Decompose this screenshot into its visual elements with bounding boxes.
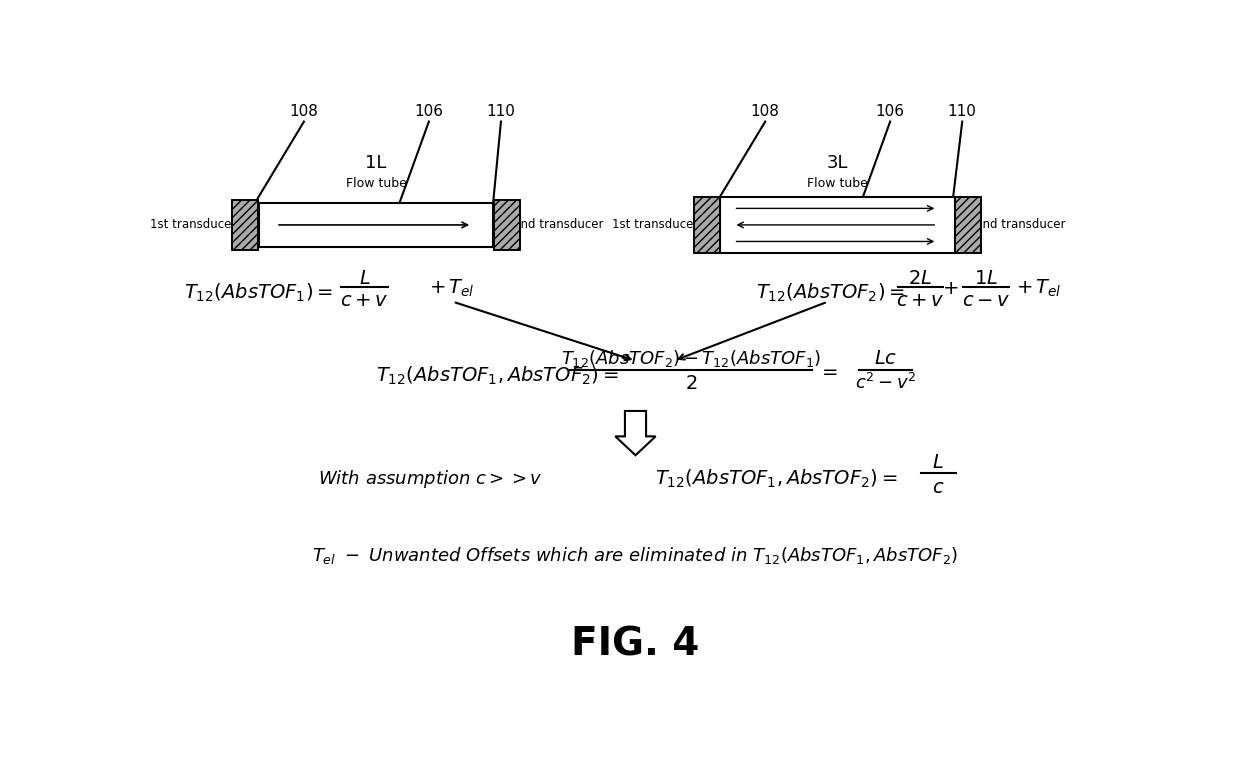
Text: 3L: 3L xyxy=(827,154,848,172)
Text: $L$: $L$ xyxy=(358,268,371,288)
Text: 2nd transducer: 2nd transducer xyxy=(513,219,604,232)
Text: $=$: $=$ xyxy=(817,361,838,380)
Bar xyxy=(693,197,719,253)
Text: $c^2-v^2$: $c^2-v^2$ xyxy=(854,374,916,393)
Text: 1st transducer: 1st transducer xyxy=(611,219,698,232)
Text: 1st transducer: 1st transducer xyxy=(150,219,237,232)
Bar xyxy=(494,200,520,250)
Text: Flow tube: Flow tube xyxy=(346,177,407,190)
Text: $2$: $2$ xyxy=(684,374,697,393)
Text: 106: 106 xyxy=(875,104,905,119)
Text: $\mathit{With\ assumption}\ c>>v$: $\mathit{With\ assumption}\ c>>v$ xyxy=(319,468,543,490)
Text: $T_{12}(AbsTOF_2)=$: $T_{12}(AbsTOF_2)=$ xyxy=(755,281,904,304)
Text: $T_{12}(AbsTOF_1)=$: $T_{12}(AbsTOF_1)=$ xyxy=(184,281,332,304)
Text: 108: 108 xyxy=(750,104,780,119)
Text: $T_{12}(AbsTOF_1,AbsTOF_2)=$: $T_{12}(AbsTOF_1,AbsTOF_2)=$ xyxy=(655,468,897,490)
Text: $1L$: $1L$ xyxy=(975,268,998,288)
Text: $Lc$: $Lc$ xyxy=(874,350,897,368)
Text: $c-v$: $c-v$ xyxy=(962,291,1011,310)
Bar xyxy=(720,197,955,253)
Bar xyxy=(232,200,258,250)
Text: 108: 108 xyxy=(289,104,319,119)
Text: 110: 110 xyxy=(486,104,516,119)
Text: FIG. 4: FIG. 4 xyxy=(572,625,699,663)
Text: 2nd transducer: 2nd transducer xyxy=(975,219,1065,232)
Bar xyxy=(955,197,981,253)
Bar xyxy=(259,202,494,247)
Text: Flow tube: Flow tube xyxy=(807,177,868,190)
Text: $T_{el}\ -\ \mathit{Unwanted\ Offsets\ which\ are\ eliminated\ in}\ T_{12}(AbsTO: $T_{el}\ -\ \mathit{Unwanted\ Offsets\ w… xyxy=(312,545,959,566)
Bar xyxy=(955,197,981,253)
Text: $T_{12}(AbsTOF_2)-T_{12}(AbsTOF_1)$: $T_{12}(AbsTOF_2)-T_{12}(AbsTOF_1)$ xyxy=(562,348,821,370)
Text: $+\,T_{el}$: $+\,T_{el}$ xyxy=(1016,278,1061,299)
Text: 106: 106 xyxy=(414,104,444,119)
Text: $c$: $c$ xyxy=(932,478,945,497)
Text: $+$: $+$ xyxy=(941,278,959,298)
Text: $c+v$: $c+v$ xyxy=(895,291,944,310)
Bar xyxy=(232,200,258,250)
Text: $c+v$: $c+v$ xyxy=(340,291,388,310)
Text: $2L$: $2L$ xyxy=(908,268,932,288)
Text: $L$: $L$ xyxy=(932,453,944,472)
Bar xyxy=(494,200,520,250)
Polygon shape xyxy=(615,411,656,456)
Text: $+\,T_{el}$: $+\,T_{el}$ xyxy=(429,278,475,299)
Text: 1L: 1L xyxy=(366,154,387,172)
Text: 110: 110 xyxy=(947,104,977,119)
Text: $T_{12}(AbsTOF_1,AbsTOF_2)=$: $T_{12}(AbsTOF_1,AbsTOF_2)=$ xyxy=(376,364,619,387)
Bar xyxy=(693,197,719,253)
